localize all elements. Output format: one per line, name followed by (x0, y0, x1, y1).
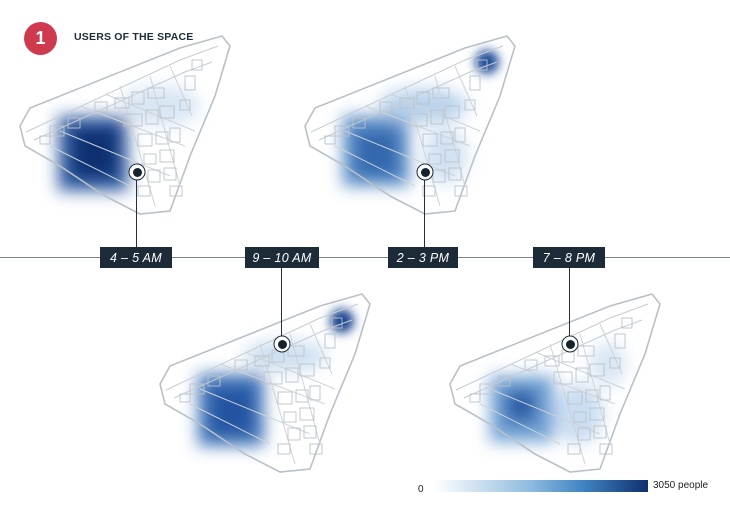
section-title: USERS OF THE SPACE (74, 31, 194, 43)
time-label-7-8pm: 7 – 8 PM (533, 247, 605, 268)
map-4-5am (19, 35, 231, 215)
time-label-9-10am: 9 – 10 AM (245, 247, 319, 268)
map-7-8pm (449, 293, 661, 473)
map-9-10am (159, 293, 371, 473)
map-2-3pm (304, 35, 516, 215)
marker-2-3pm (416, 163, 434, 181)
connector-4-5am (136, 172, 137, 248)
marker-7-8pm (561, 335, 579, 353)
section-number-badge: 1 (24, 22, 57, 55)
time-label-2-3pm: 2 – 3 PM (388, 247, 458, 268)
marker-4-5am (128, 163, 146, 181)
connector-9-10am (281, 268, 282, 344)
legend-max-label: 3050 people (653, 480, 709, 491)
time-label-4-5am: 4 – 5 AM (100, 247, 172, 268)
timeline-axis (0, 257, 730, 258)
marker-9-10am (273, 335, 291, 353)
connector-7-8pm (569, 268, 570, 344)
connector-2-3pm (424, 172, 425, 248)
legend-color-bar (434, 480, 648, 492)
legend-min-label: 0 (418, 484, 424, 495)
